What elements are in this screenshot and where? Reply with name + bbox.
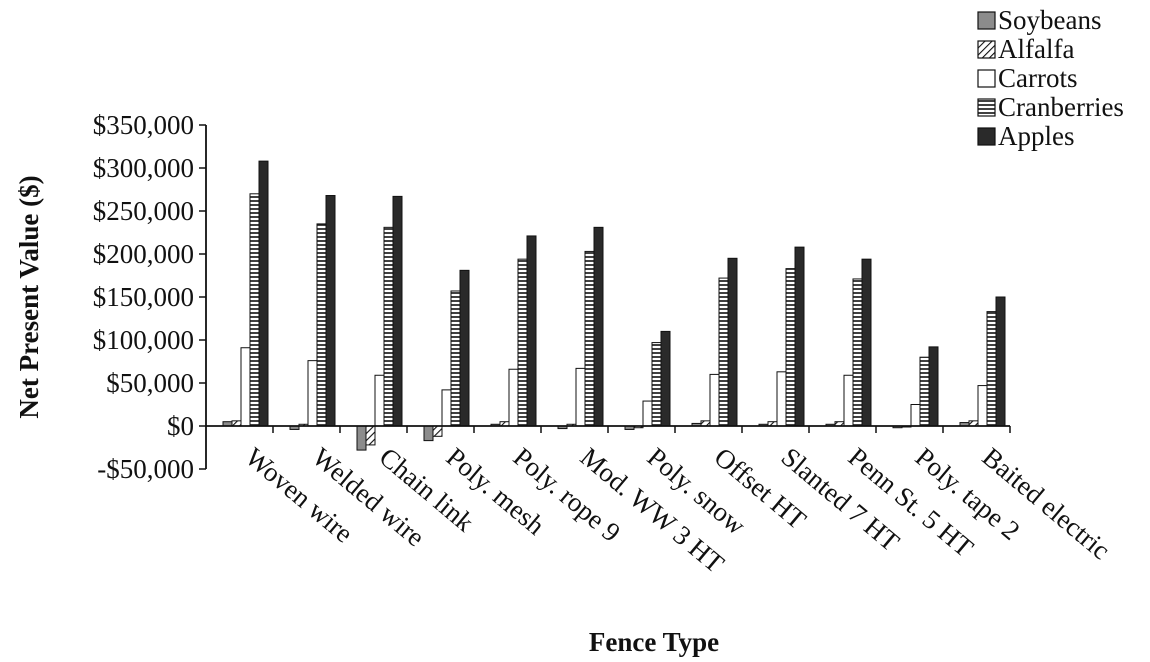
bar-apples [660, 330, 671, 427]
bar-cranberries [718, 277, 729, 427]
bar-alfalfa [365, 425, 376, 446]
bar-carrots [307, 360, 318, 427]
bar-cranberries [450, 290, 461, 427]
bar-cranberries [584, 250, 595, 427]
y-tick-label: $250,000 [93, 196, 194, 226]
x-axis-title: Fence Type [589, 627, 719, 657]
legend-label: Carrots [998, 63, 1077, 93]
bar-cranberries [919, 356, 930, 427]
bar-carrots [508, 368, 519, 427]
bar-carrots [240, 347, 251, 427]
legend-label: Soybeans [998, 5, 1102, 35]
y-tick-label: $0 [167, 411, 194, 441]
y-tick-label: $100,000 [93, 325, 194, 355]
bar-carrots [374, 374, 385, 427]
bar-cranberries [986, 311, 997, 427]
y-tick-label: -$50,000 [97, 454, 194, 484]
bar-apples [258, 160, 269, 427]
bar-apples [325, 195, 336, 427]
y-tick-label: $200,000 [93, 239, 194, 269]
bar-apples [526, 235, 537, 427]
y-tick-label: $350,000 [93, 110, 194, 140]
axes [205, 125, 1011, 469]
bar-carrots [441, 389, 452, 427]
bar-cranberries [517, 258, 528, 427]
bar-carrots [642, 400, 653, 427]
legend-swatch-soybeans [977, 11, 996, 30]
bar-carrots [843, 374, 854, 427]
bar-cranberries [651, 342, 662, 427]
legend-swatch-cranberries [977, 98, 996, 117]
bar-apples [928, 346, 939, 427]
bar-carrots [776, 371, 787, 427]
legend-swatch-carrots [977, 69, 996, 88]
bar-carrots [910, 404, 921, 427]
bar-cranberries [383, 226, 394, 427]
bar-carrots [575, 367, 586, 427]
y-tick-label: $300,000 [93, 153, 194, 183]
legend-label: Apples [998, 121, 1075, 151]
bar-carrots [709, 373, 720, 427]
bar-apples [593, 226, 604, 427]
bar-cranberries [785, 268, 796, 427]
bar-apples [861, 258, 872, 427]
bar-soybeans [423, 425, 434, 442]
bar-apples [727, 257, 738, 427]
y-tick-label: $150,000 [93, 282, 194, 312]
bar-apples [794, 246, 805, 427]
y-axis-title: Net Present Value ($) [14, 175, 44, 418]
bar-cranberries [852, 278, 863, 427]
bar-soybeans [356, 425, 367, 451]
legend-label: Cranberries [998, 92, 1124, 122]
bar-cranberries [249, 193, 260, 427]
y-tick-label: $50,000 [106, 368, 194, 398]
y-axis-ticks: $350,000 $300,000 $250,000 $200,000 $150,000… [93, 110, 206, 484]
bar-alfalfa [432, 425, 443, 437]
bar-apples [459, 269, 470, 427]
bars-group [222, 160, 1006, 451]
bar-carrots [977, 385, 988, 427]
legend-swatch-alfalfa [977, 40, 996, 59]
legend-swatch-apples [977, 127, 996, 146]
bar-apples [392, 195, 403, 427]
legend-label: Alfalfa [998, 34, 1074, 64]
bar-cranberries [316, 223, 327, 427]
bar-apples [995, 296, 1006, 427]
